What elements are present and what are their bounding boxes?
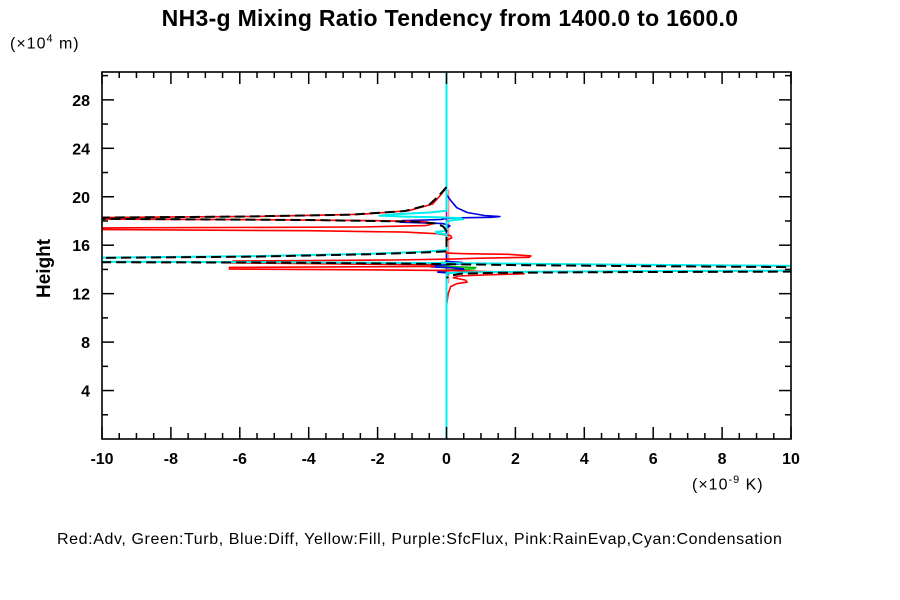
y-axis-title: Height — [34, 238, 55, 298]
y-tick-label: 24 — [72, 141, 90, 158]
x-tick-label: -10 — [90, 451, 113, 468]
chart-title: NH3-g Mixing Ratio Tendency from 1400.0 … — [161, 5, 739, 31]
series-condensation — [102, 72, 791, 439]
x-axis-unit-label: (×10-9 K) — [692, 474, 764, 494]
legend-text: Red:Adv, Green:Turb, Blue:Diff, Yellow:F… — [57, 531, 783, 548]
y-tick-label: 8 — [81, 335, 90, 352]
x-tick-label: -6 — [233, 451, 247, 468]
x-tick-label: -4 — [302, 451, 316, 468]
y-tick-label: 20 — [72, 190, 90, 207]
x-tick-label: 8 — [718, 451, 727, 468]
series-lines — [102, 72, 791, 439]
x-tick-label: 2 — [511, 451, 520, 468]
x-tick-label: -8 — [164, 451, 178, 468]
y-tick-label: 16 — [72, 238, 90, 255]
y-tick-label: 12 — [72, 287, 90, 304]
series-adv — [102, 72, 532, 439]
x-tick-label: -2 — [370, 451, 384, 468]
x-tick-label: 0 — [442, 451, 451, 468]
y-axis-unit-label: (×104 m) — [10, 33, 80, 53]
x-tick-label: 10 — [782, 451, 800, 468]
x-tick-label: 6 — [649, 451, 658, 468]
y-tick-label: 4 — [81, 384, 90, 401]
axis-ticks — [101, 72, 792, 439]
y-tick-label: 28 — [72, 93, 90, 110]
series-total — [102, 186, 791, 279]
x-tick-label: 4 — [580, 451, 589, 468]
